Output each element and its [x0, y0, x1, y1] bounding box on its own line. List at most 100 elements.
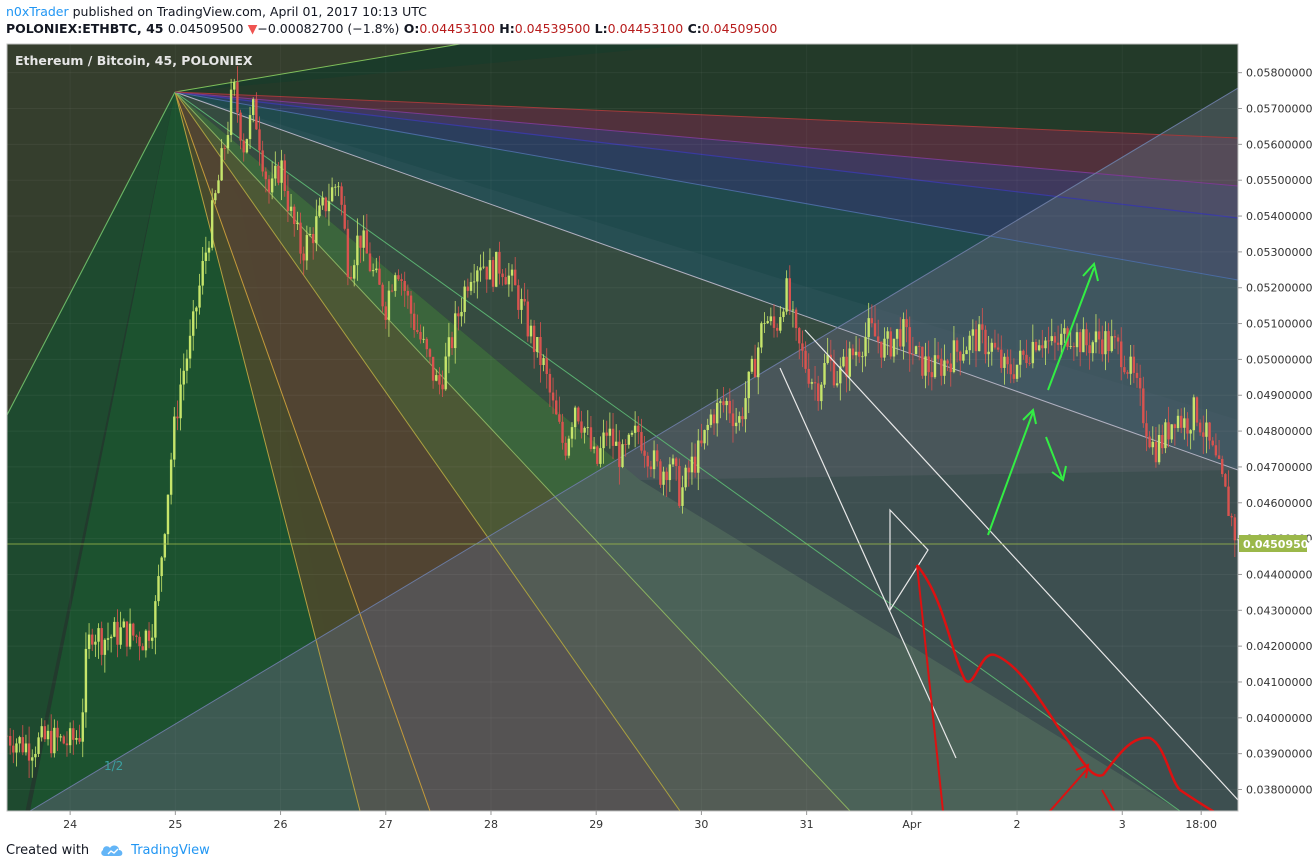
candle-body [845, 356, 848, 377]
candle [368, 242, 372, 273]
candle-body [924, 356, 927, 376]
candle [873, 305, 877, 337]
candle [441, 370, 444, 398]
candle-body [447, 337, 451, 357]
candle-body [466, 286, 470, 291]
candle-body [943, 360, 946, 376]
candle-body [690, 456, 694, 473]
candle-body [1056, 342, 1060, 345]
candle [419, 324, 422, 344]
candle-body [1101, 339, 1104, 355]
candle-body [520, 298, 523, 310]
candle [1000, 335, 1003, 373]
candle-body [116, 621, 119, 645]
candle-body [128, 623, 132, 647]
candle-body [914, 346, 918, 355]
candle [220, 138, 223, 182]
candle [479, 254, 482, 282]
candle-body [144, 630, 148, 651]
low-label: L: [594, 21, 608, 36]
candle [283, 154, 286, 197]
candle-body [103, 639, 107, 655]
candle-body [179, 384, 182, 419]
tradingview-link[interactable]: TradingView [131, 842, 210, 858]
arrow-up-2 [1047, 267, 1095, 391]
candle [472, 263, 476, 294]
candle [84, 632, 88, 728]
candle [1173, 423, 1177, 446]
candle [223, 144, 226, 161]
candle [943, 344, 946, 385]
candle [596, 445, 599, 467]
candle [826, 337, 829, 365]
candle-body [277, 165, 280, 183]
candle [381, 282, 384, 313]
candle [965, 346, 968, 355]
candle-body [362, 230, 365, 248]
candle-body [204, 252, 208, 261]
candle [485, 266, 488, 293]
candle-body [599, 448, 602, 464]
candle [627, 433, 631, 449]
candle-body [65, 743, 69, 746]
candle-body [927, 356, 930, 373]
candle [8, 728, 12, 755]
candle [327, 183, 331, 226]
author-link[interactable]: n0xTrader [6, 4, 69, 19]
candle [365, 214, 369, 254]
candle-body [176, 416, 179, 419]
candle [463, 280, 466, 324]
candle [725, 397, 728, 421]
candle [113, 617, 116, 638]
candle [1031, 324, 1035, 369]
arrow-up-1-head [1022, 407, 1037, 425]
candle [390, 284, 394, 293]
candle [848, 341, 851, 391]
candle [772, 304, 776, 338]
candle [280, 149, 283, 201]
candle [495, 251, 498, 288]
candle-body [946, 360, 949, 364]
candle-body [769, 316, 773, 322]
candle-body [816, 383, 820, 402]
candle [217, 174, 220, 194]
candle-body [286, 191, 290, 211]
candle [362, 215, 365, 262]
candle-body [274, 165, 277, 179]
candle [482, 251, 485, 270]
candle [864, 322, 867, 367]
candle-body [1186, 418, 1189, 434]
candle [1044, 336, 1047, 366]
candle-body [1047, 340, 1050, 342]
candle-body [1022, 350, 1025, 355]
candle [87, 623, 91, 659]
candle [709, 409, 713, 428]
candle [835, 370, 839, 388]
candle-body [46, 730, 50, 740]
candle [990, 338, 993, 366]
candle [779, 305, 782, 334]
candle-body [1154, 441, 1158, 463]
candle [59, 733, 62, 742]
candle-body [163, 534, 167, 558]
candle [1050, 318, 1053, 346]
candle [668, 457, 672, 492]
candle-body [49, 730, 53, 754]
candle [299, 212, 302, 264]
candle-body [706, 424, 709, 431]
candle [674, 456, 678, 481]
candle-body [340, 186, 343, 205]
candle-body [810, 382, 814, 384]
candle [435, 369, 438, 382]
candle-body [236, 82, 239, 113]
candle-body [899, 329, 902, 347]
candle-body [608, 428, 612, 436]
candle-body [895, 329, 899, 339]
candle-body [977, 324, 981, 352]
x-tick-label: 27 [379, 818, 393, 831]
candle [996, 333, 1000, 353]
current-price-tag-label: 0.04509500 [1243, 538, 1316, 551]
candle-body [558, 414, 561, 422]
candle-body [267, 179, 271, 193]
